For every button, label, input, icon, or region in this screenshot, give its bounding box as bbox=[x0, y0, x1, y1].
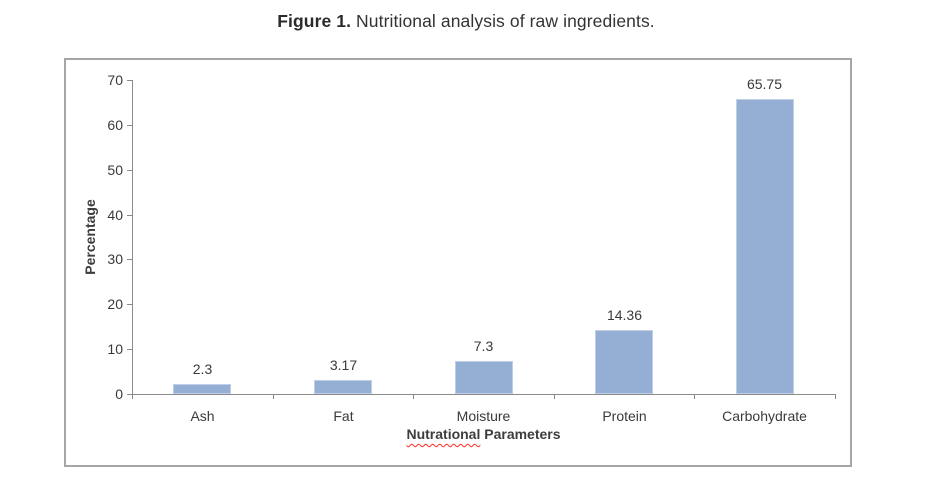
x-category-label: Ash bbox=[190, 408, 215, 424]
x-category-label: Fat bbox=[333, 408, 354, 424]
y-tick bbox=[127, 304, 132, 305]
y-tick-label: 50 bbox=[107, 162, 123, 178]
x-tick bbox=[694, 394, 695, 399]
bar bbox=[314, 380, 372, 394]
bar-value-label: 3.17 bbox=[329, 357, 358, 373]
figure-caption: Figure 1. Nutritional analysis of raw in… bbox=[0, 11, 932, 32]
x-tick bbox=[554, 394, 555, 399]
y-tick-label: 30 bbox=[107, 251, 123, 267]
y-axis-line bbox=[132, 80, 133, 395]
x-axis-title: Nutrational Parameters bbox=[132, 426, 835, 442]
x-category-label: Carbohydrate bbox=[722, 408, 807, 424]
y-axis-title: Percentage bbox=[82, 199, 98, 275]
x-tick bbox=[132, 394, 133, 399]
x-axis-line bbox=[132, 394, 836, 395]
figure-caption-text: Nutritional analysis of raw ingredients. bbox=[351, 11, 655, 31]
y-tick bbox=[127, 259, 132, 260]
y-tick bbox=[127, 349, 132, 350]
x-tick bbox=[413, 394, 414, 399]
y-tick bbox=[127, 80, 132, 81]
x-category-label: Moisture bbox=[456, 408, 511, 424]
x-tick bbox=[835, 394, 836, 399]
y-tick bbox=[127, 125, 132, 126]
x-axis-title-rest: Parameters bbox=[480, 426, 561, 442]
y-tick-label: 0 bbox=[115, 386, 123, 402]
x-axis-title-misspelled-word: Nutrational bbox=[406, 426, 481, 442]
bar-value-label: 65.75 bbox=[746, 76, 783, 92]
x-category-label: Protein bbox=[602, 408, 647, 424]
bar-value-label: 7.3 bbox=[473, 338, 494, 354]
bar-value-label: 2.3 bbox=[192, 361, 213, 377]
y-tick-label: 10 bbox=[107, 341, 123, 357]
y-tick bbox=[127, 215, 132, 216]
bar bbox=[173, 384, 231, 394]
bar-value-label: 14.36 bbox=[606, 307, 643, 323]
bar bbox=[736, 99, 794, 394]
figure-caption-number: Figure 1. bbox=[277, 11, 352, 31]
bar-chart-plot-area: 0 10 20 30 40 50 60 70 2.3 Ash 3.17 Fat 7.3 Moisture 1… bbox=[66, 60, 850, 465]
bar bbox=[595, 330, 653, 394]
y-tick bbox=[127, 170, 132, 171]
bar bbox=[455, 361, 513, 394]
y-tick-label: 40 bbox=[107, 207, 123, 223]
y-tick-label: 20 bbox=[107, 296, 123, 312]
y-tick-label: 70 bbox=[107, 72, 123, 88]
chart-frame: 0 10 20 30 40 50 60 70 2.3 Ash 3.17 Fat 7.3 Moisture 1… bbox=[64, 58, 852, 467]
y-tick-label: 60 bbox=[107, 117, 123, 133]
y-tick bbox=[127, 394, 132, 395]
x-tick bbox=[273, 394, 274, 399]
